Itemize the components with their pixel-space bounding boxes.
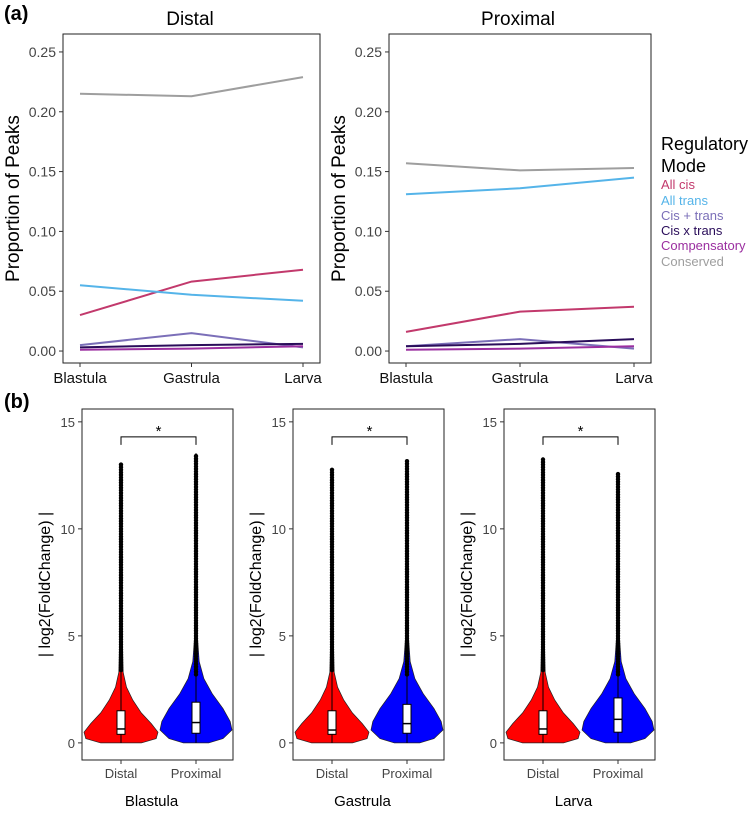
box-distal (327, 710, 337, 735)
legend-item-cis-x-trans: Cis x trans (661, 223, 723, 238)
x-tick-label: Distal (527, 766, 560, 781)
line-chart-proximal: Proximal 0.00 0.05 0.10 0.15 0.20 0.25 Blastula… (329, 9, 653, 387)
significance-star: * (156, 423, 162, 440)
y-tick-label: 0 (68, 736, 75, 751)
y-axis-title: Proportion of Peaks (3, 115, 24, 282)
box-proximal (613, 697, 623, 733)
stage-label: Larva (555, 793, 593, 810)
y-axis-title: | log2(FoldChange) | (459, 512, 476, 657)
significance-bracket (542, 436, 619, 445)
y-tick-label: 0 (490, 736, 497, 751)
y-tick-label: 5 (68, 629, 75, 644)
series-line-all-cis (79, 268, 304, 317)
y-tick-label: 0.00 (355, 343, 382, 359)
y-tick-label: 0.20 (355, 104, 382, 120)
facet-title: Proximal (481, 9, 555, 30)
series-line-cis-trans (79, 332, 304, 349)
panel-b-label: (b) (4, 391, 30, 413)
y-tick-label: 0.25 (29, 44, 56, 60)
y-tick-label: 0 (279, 736, 286, 751)
series-line-cis-x-trans (79, 342, 304, 349)
x-tick-label: Larva (615, 370, 653, 387)
y-tick-label: 0.00 (29, 343, 56, 359)
y-tick-label: 0.25 (355, 44, 382, 60)
x-tick-label: Blastula (53, 370, 107, 387)
significance-bracket (120, 436, 197, 445)
legend: Regulatory Mode All cis All trans Cis + … (661, 134, 748, 269)
x-tick-label: Proximal (171, 766, 222, 781)
line-chart-distal: Distal 0.00 0.05 0.10 0.15 0.20 0.25 Blastula Ga… (3, 9, 322, 387)
legend-item-all-cis: All cis (661, 177, 695, 192)
y-tick-label: 0.20 (29, 104, 56, 120)
x-tick-label: Gastrula (492, 370, 549, 387)
significance-star: * (367, 423, 373, 440)
y-tick-label: 0.10 (29, 223, 56, 239)
legend-item-cis-plus-trans: Cis + trans (661, 208, 724, 223)
plot-frame (388, 33, 652, 364)
violin-chart-gastrula: 0 5 10 15 Distal Proximal | log2(FoldChange) |… (248, 408, 445, 810)
series-line-conserved (79, 76, 304, 98)
y-tick-label: 5 (490, 629, 497, 644)
box-distal (538, 710, 548, 735)
series-line-compensatory (79, 345, 304, 351)
x-tick-label: Proximal (593, 766, 644, 781)
y-tick-label: 0.15 (29, 164, 56, 180)
violin-chart-blastula: 0 5 10 15 Distal Proximal | log2(FoldChange) |… (37, 408, 234, 810)
y-tick-label: 0.05 (355, 283, 382, 299)
y-tick-label: 10 (61, 522, 75, 537)
y-axis-title: | log2(FoldChange) | (37, 512, 54, 657)
y-axis-title: Proportion of Peaks (329, 115, 350, 282)
stage-label: Blastula (125, 793, 179, 810)
x-tick-label: Larva (284, 370, 322, 387)
panel-a-label: (a) (4, 3, 28, 25)
y-axis-title: | log2(FoldChange) | (248, 512, 265, 657)
significance-bracket (331, 436, 408, 445)
series-line-cis-trans (405, 338, 635, 350)
legend-title-line2: Mode (661, 156, 706, 176)
series-line-cis-x-trans (405, 338, 635, 348)
y-tick-label: 0.15 (355, 164, 382, 180)
series-line-compensatory (405, 345, 635, 351)
series-line-all-trans (79, 284, 304, 302)
y-tick-label: 10 (272, 522, 286, 537)
x-tick-label: Distal (316, 766, 349, 781)
violin-chart-larva: 0 5 10 15 Distal Proximal | log2(FoldChange) |… (459, 408, 656, 810)
x-tick-label: Proximal (382, 766, 433, 781)
legend-item-all-trans: All trans (661, 193, 708, 208)
x-tick-label: Blastula (379, 370, 433, 387)
x-tick-label: Distal (105, 766, 138, 781)
significance-star: * (578, 423, 584, 440)
y-tick-label: 5 (279, 629, 286, 644)
plot-frame (62, 33, 321, 364)
y-tick-label: 15 (272, 415, 286, 430)
box-distal (116, 710, 126, 735)
stage-label: Gastrula (334, 793, 391, 810)
y-tick-label: 0.10 (355, 223, 382, 239)
series-line-all-cis (405, 305, 635, 333)
y-tick-label: 15 (483, 415, 497, 430)
series-line-all-trans (405, 176, 635, 196)
legend-title-line1: Regulatory (661, 134, 748, 154)
outlier-point (118, 462, 124, 467)
legend-item-compensatory: Compensatory (661, 238, 746, 253)
charts-layer: Distal 0.00 0.05 0.10 0.15 0.20 0.25 Blastula Ga… (3, 9, 656, 810)
y-tick-label: 0.05 (29, 283, 56, 299)
facet-title: Distal (166, 9, 214, 30)
series-line-conserved (405, 162, 635, 172)
legend-item-conserved: Conserved (661, 254, 724, 269)
box-proximal (191, 701, 201, 734)
box-proximal (402, 703, 412, 734)
y-tick-label: 10 (483, 522, 497, 537)
y-tick-label: 15 (61, 415, 75, 430)
x-tick-label: Gastrula (163, 370, 220, 387)
